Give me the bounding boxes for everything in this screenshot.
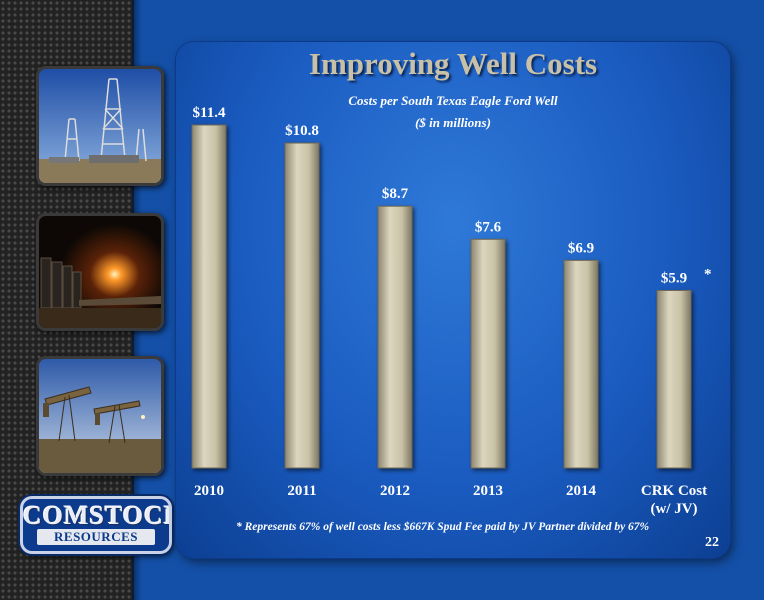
bar-4 xyxy=(563,259,599,469)
category-label-5-1: (w/ JV) xyxy=(650,501,697,517)
category-label-0: 2010 xyxy=(194,483,224,499)
logo-wordmark-top: COMSTOCK xyxy=(23,501,172,530)
bar-value-label-3: $7.6 xyxy=(475,219,502,235)
bar-value-label-1: $10.8 xyxy=(285,123,319,139)
chart-panel xyxy=(176,42,730,558)
chart-subtitle: Costs per South Texas Eagle Ford Well xyxy=(348,93,558,108)
category-label-4: 2014 xyxy=(566,483,597,499)
bar-1 xyxy=(284,142,320,469)
page-number: 22 xyxy=(705,535,719,550)
chart-units: ($ in millions) xyxy=(415,115,491,130)
gas-flare-photo xyxy=(36,213,164,331)
bar-value-label-2: $8.7 xyxy=(382,186,409,202)
slide-title: Improving Well Costs xyxy=(308,46,598,81)
bar-5 xyxy=(656,289,692,469)
chart-footnote: * Represents 67% of well costs less $667… xyxy=(236,521,650,533)
bar-0 xyxy=(191,124,227,469)
bar-2 xyxy=(377,205,413,469)
bar-value-label-4: $6.9 xyxy=(568,240,594,256)
category-label-5-0: CRK Cost xyxy=(641,483,707,499)
bar-3 xyxy=(470,238,506,469)
annotation-0: * xyxy=(704,266,712,282)
drilling-rig-photo xyxy=(36,66,164,186)
category-label-3: 2013 xyxy=(473,483,503,499)
category-label-1: 2011 xyxy=(287,483,316,499)
comstock-logo: COMSTOCK RESOURCES xyxy=(20,496,172,554)
pumpjacks-photo xyxy=(36,356,164,476)
logo-wordmark-bottom: RESOURCES xyxy=(37,529,155,545)
category-label-2: 2012 xyxy=(380,483,410,499)
bar-value-label-5: $5.9 xyxy=(661,270,687,286)
bar-value-label-0: $11.4 xyxy=(193,105,226,121)
